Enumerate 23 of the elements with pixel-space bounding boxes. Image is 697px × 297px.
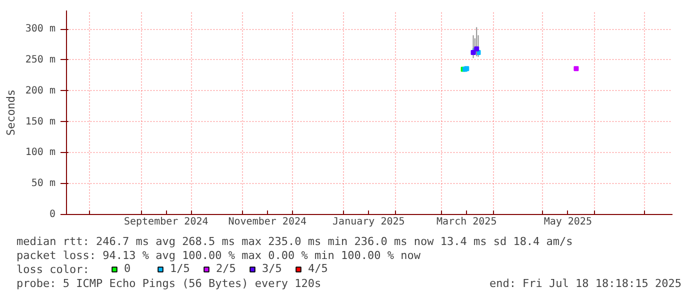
legend-label: 1/5 <box>170 262 190 275</box>
x-tick-label: January 2025 <box>332 216 405 228</box>
x-tick-label: March 2025 <box>436 216 497 228</box>
x-tick-label: May 2025 <box>544 216 592 228</box>
y-tick-label: 100 m <box>25 147 56 158</box>
legend-title: loss color: <box>16 263 90 276</box>
y-tick-label: 200 m <box>25 85 56 96</box>
text: packet loss: 94.13 % avg 100.00 % max 0.00 % min 100.00 % now <box>16 249 421 262</box>
text: median rtt: 246.7 ms avg 268.5 ms max 235.0 ms min 236.0 ms now 13.4 ms sd 18.4 am/s <box>16 235 573 248</box>
y-tick-label: 50 m <box>31 178 56 190</box>
legend-label: 0 <box>124 262 132 275</box>
legend-label: 4/5 <box>308 262 328 275</box>
x-tick-label: November 2024 <box>228 216 307 228</box>
y-tick-label: 0 <box>49 209 56 220</box>
text: end: Fri Jul 18 18:18:15 2025 <box>489 277 682 290</box>
y-tick-label: 250 m <box>25 54 56 66</box>
x-tick-label: September 2024 <box>124 216 208 228</box>
text: probe: 5 ICMP Echo Pings (56 Bytes) every 120s <box>16 277 322 290</box>
y-tick-label: 300 m <box>25 24 56 35</box>
y-tick-label: 150 m <box>25 116 56 128</box>
y-axis-title: Seconds <box>4 89 18 136</box>
legend-label: 2/5 <box>216 262 236 275</box>
legend-label: 3/5 <box>262 262 282 275</box>
